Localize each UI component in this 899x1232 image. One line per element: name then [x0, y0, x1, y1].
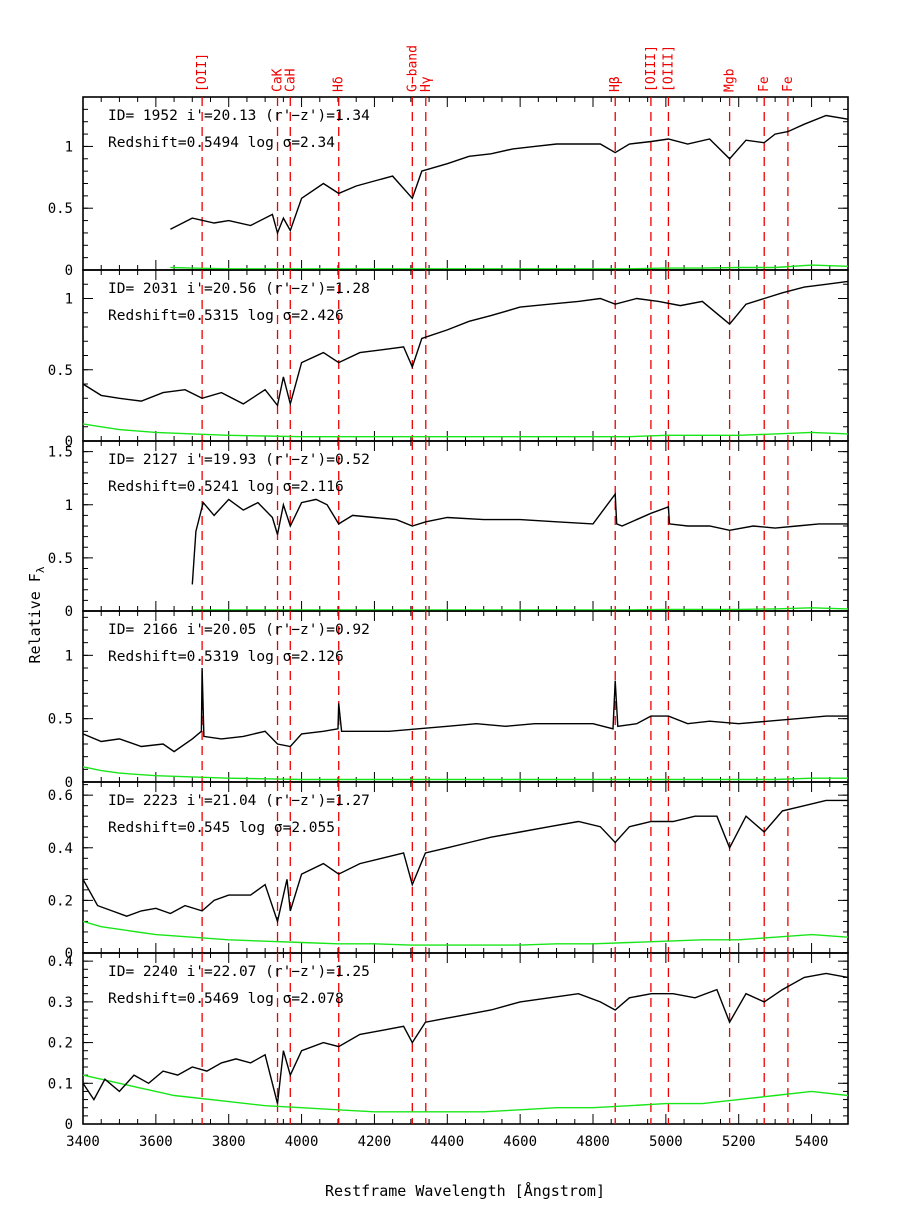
spectral-line-label: G−band: [405, 45, 420, 92]
y-axis-label-group: Relative Fλ: [26, 566, 47, 663]
spectral-line-label: [OIII]: [661, 45, 676, 92]
spectral-line-label: Mgb: [723, 68, 738, 92]
spectrum-panels: 0 0.5 1 ID= 1952 i'=20.13 (r'−z')=1.34 Redsh…: [48, 96, 849, 1133]
spectrum-panel-6: 0 0.1 0.2 0.3 0.4 ID= 2240 i'=22.07 (r'−z')=1…: [48, 952, 849, 1133]
y-tick-label: 0: [65, 263, 73, 279]
spectral-line-label: [OII]: [195, 53, 210, 92]
panel-info-line2: Redshift=0.5469 log σ=2.078: [108, 991, 344, 1007]
galaxy-spectrum: [83, 667, 848, 753]
x-tick-label: 4200: [358, 1134, 392, 1150]
y-tick-label: 1: [65, 648, 73, 664]
spectral-line-label: Hδ: [332, 76, 347, 92]
panel-info-line2: Redshift=0.545 log σ=2.055: [108, 820, 335, 836]
error-spectrum: [83, 1074, 848, 1113]
spectral-line-label: Hβ: [608, 76, 623, 92]
panel-info-line1: ID= 2223 i'=21.04 (r'−z')=1.27: [108, 793, 370, 809]
error-spectrum: [83, 920, 848, 946]
x-tick-label: 4800: [576, 1134, 610, 1150]
y-tick-label: 0: [65, 775, 73, 791]
panel-info-line2: Redshift=0.5494 log σ=2.34: [108, 135, 335, 151]
x-tick-label: 5200: [722, 1134, 756, 1150]
panel-info-line2: Redshift=0.5315 log σ=2.426: [108, 308, 344, 324]
x-tick-label: 3600: [139, 1134, 173, 1150]
x-tick-label: 3800: [212, 1134, 246, 1150]
error-spectrum: [83, 766, 848, 781]
x-tick-label: 4000: [285, 1134, 319, 1150]
y-tick-label: 1: [65, 139, 73, 155]
spectrum-panel-2: 0 0.5 1 ID= 2031 i'=20.56 (r'−z')=1.28 Redsh…: [48, 269, 849, 450]
spectrum-panel-4: 0 0.5 1 ID= 2166 i'=20.05 (r'−z')=0.92 Redsh…: [48, 610, 849, 791]
y-tick-label: 1.5: [48, 445, 73, 461]
error-spectrum: [170, 264, 848, 270]
y-tick-label: 1: [65, 292, 73, 308]
error-spectrum: [192, 607, 848, 611]
spectral-line-label: Fe: [757, 76, 772, 92]
y-tick-label: 0.2: [48, 893, 73, 909]
x-tick-label: 5400: [795, 1134, 829, 1150]
x-tick-label: 4400: [430, 1134, 464, 1150]
y-tick-label: 0: [65, 604, 73, 620]
y-tick-label: 0.5: [48, 201, 73, 217]
spectrum-panel-1: 0 0.5 1 ID= 1952 i'=20.13 (r'−z')=1.34 Redsh…: [48, 96, 849, 279]
galaxy-spectrum: [83, 799, 848, 924]
y-tick-label: 0.5: [48, 363, 73, 379]
panel-info-line1: ID= 1952 i'=20.13 (r'−z')=1.34: [108, 108, 370, 124]
y-axis-label: Relative F: [26, 573, 44, 663]
y-tick-label: 0.4: [48, 954, 73, 970]
galaxy-spectrum: [83, 280, 848, 408]
y-tick-label: 0.3: [48, 995, 73, 1011]
x-axis: 3400 3600 3800 4000 4200 4400 4600 4800 5000 5200…: [66, 1134, 828, 1150]
y-tick-label: 0: [65, 434, 73, 450]
x-axis-label: Restframe Wavelength [Ångstrom]: [325, 1181, 605, 1200]
panel-info-line1: ID= 2166 i'=20.05 (r'−z')=0.92: [108, 622, 370, 638]
y-tick-label: 0.2: [48, 1036, 73, 1052]
y-tick-label: 0: [65, 1117, 73, 1133]
error-spectrum: [83, 423, 848, 438]
spectral-line-label: Hγ: [419, 76, 434, 92]
svg-text:Relative Fλ: Relative Fλ: [26, 566, 47, 663]
galaxy-spectrum: [83, 972, 848, 1104]
x-tick-label: 5000: [649, 1134, 683, 1150]
spectral-line-label: [OIII]: [644, 45, 659, 92]
panel-info-line2: Redshift=0.5319 log σ=2.126: [108, 649, 344, 665]
spectrum-panel-3: 0 0.5 1 1.5 ID= 2127 i'=19.93 (r'−z')=0.52 Re…: [48, 440, 849, 620]
y-tick-label: 0.5: [48, 712, 73, 728]
y-tick-label: 1: [65, 498, 73, 514]
y-tick-label: 0.1: [48, 1076, 73, 1092]
panel-info-line2: Redshift=0.5241 log σ=2.116: [108, 479, 344, 495]
panel-info-line1: ID= 2127 i'=19.93 (r'−z')=0.52: [108, 452, 370, 468]
x-tick-label: 4600: [503, 1134, 537, 1150]
y-tick-label: 0.4: [48, 841, 73, 857]
x-tick-label: 3400: [66, 1134, 100, 1150]
spectral-line-label: CaK: [271, 68, 286, 92]
y-tick-label: 0.6: [48, 788, 73, 804]
spectrum-panel-5: 0 0.2 0.4 0.6 ID= 2223 i'=21.04 (r'−z')=1.27…: [48, 781, 849, 962]
galaxy-spectrum: [170, 114, 848, 236]
y-tick-label: 0: [65, 946, 73, 962]
spectral-line-label: CaH: [283, 69, 298, 92]
spectral-line-label: Fe: [781, 76, 796, 92]
galaxy-spectrum: [191, 492, 848, 585]
panel-info-line1: ID= 2031 i'=20.56 (r'−z')=1.28: [108, 281, 370, 297]
y-axis-label-sub: λ: [34, 566, 47, 573]
y-tick-label: 0.5: [48, 551, 73, 567]
panel-info-line1: ID= 2240 i'=22.07 (r'−z')=1.25: [108, 964, 370, 980]
